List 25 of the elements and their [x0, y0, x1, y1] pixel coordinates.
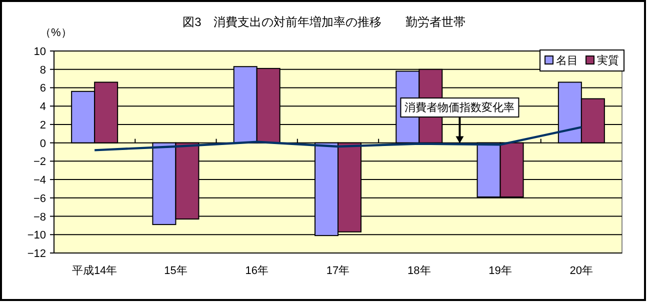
x-tick-label: 15年 [164, 265, 188, 277]
y-axis-title: （%） [40, 27, 72, 39]
legend-label: 実質 [597, 54, 619, 67]
y-tick-label: 2 [40, 119, 46, 132]
x-tick-label: 19年 [488, 265, 512, 277]
y-tick-label: −10 [27, 230, 46, 242]
y-tick-label: 6 [40, 82, 46, 95]
x-tick-label: 18年 [408, 265, 431, 277]
x-tick-label: 平成14年 [72, 264, 118, 277]
line-series [93, 126, 583, 152]
y-tick-label: −4 [33, 174, 46, 187]
y-tick-label: −8 [33, 211, 46, 224]
y-tick-label: 4 [40, 101, 46, 114]
y-tick-label: 8 [40, 64, 46, 76]
x-tick-label: 20年 [570, 265, 594, 277]
x-tick-label: 17年 [326, 265, 350, 277]
y-tick-label: −6 [33, 192, 46, 205]
text: 消費者物価指数変化率 [404, 101, 515, 114]
chart-title: 図3 消費支出の対前年増加率の推移 勤労者世帯 [182, 15, 466, 29]
y-tick-label: 10 [34, 46, 46, 58]
y-tick-label: −12 [27, 248, 46, 260]
y-tick-label: 0 [40, 138, 46, 150]
x-tick-label: 16年 [245, 265, 268, 277]
y-tick-label: −2 [33, 156, 46, 168]
legend-label: 名目 [556, 55, 578, 67]
